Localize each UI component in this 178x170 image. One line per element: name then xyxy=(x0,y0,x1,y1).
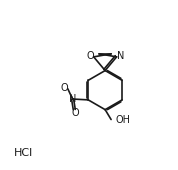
Text: HCl: HCl xyxy=(14,148,33,158)
Text: OH: OH xyxy=(116,115,131,125)
Text: N: N xyxy=(117,51,124,61)
Text: O: O xyxy=(86,51,94,61)
Text: N: N xyxy=(69,94,76,104)
Text: O: O xyxy=(61,83,69,93)
Text: O: O xyxy=(71,108,79,118)
